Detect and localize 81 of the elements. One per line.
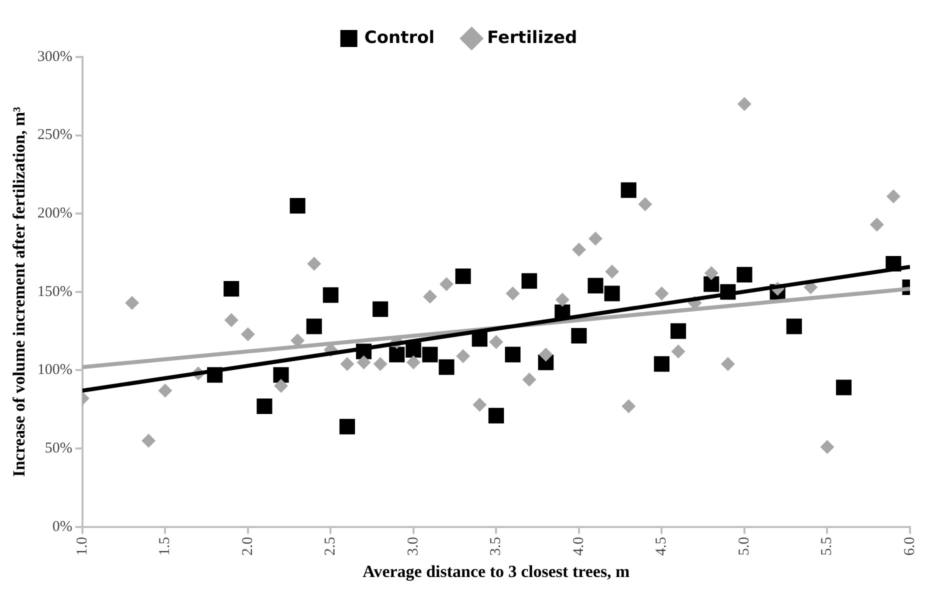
point xyxy=(704,276,720,292)
point xyxy=(306,318,322,334)
x-axis-title: Average distance to 3 closest trees, m xyxy=(362,562,630,582)
point xyxy=(389,346,405,362)
point xyxy=(522,273,538,289)
point xyxy=(886,189,900,204)
point xyxy=(538,348,553,362)
y-tick-label: 100% xyxy=(37,362,72,378)
point xyxy=(372,301,388,317)
point xyxy=(125,296,140,310)
y-tick-label: 50% xyxy=(44,440,72,456)
point xyxy=(588,232,603,246)
point xyxy=(456,349,470,364)
point xyxy=(240,327,255,342)
point xyxy=(274,378,288,393)
x-tick-label: 6.0 xyxy=(902,536,918,556)
point xyxy=(307,256,322,271)
point xyxy=(720,356,735,371)
point xyxy=(737,96,752,111)
point xyxy=(489,335,504,350)
point xyxy=(870,218,884,232)
point xyxy=(622,399,636,414)
x-tick-label: 4.0 xyxy=(570,536,587,556)
point xyxy=(422,290,437,304)
point xyxy=(504,346,521,362)
point xyxy=(158,384,172,398)
point xyxy=(704,266,718,280)
point xyxy=(455,268,471,284)
legend-label: Fertilized xyxy=(487,28,578,48)
legend-label: Control xyxy=(364,28,435,48)
point xyxy=(571,328,587,344)
point xyxy=(339,418,356,434)
point xyxy=(373,356,388,371)
y-tick-label: 0% xyxy=(52,518,72,535)
point xyxy=(736,266,752,282)
point xyxy=(605,264,620,279)
point xyxy=(786,318,802,334)
point xyxy=(256,398,272,414)
point xyxy=(422,346,438,362)
point xyxy=(273,367,289,383)
point xyxy=(572,242,586,257)
point xyxy=(654,356,670,372)
point xyxy=(406,355,420,370)
y-tick-label: 300% xyxy=(37,48,72,65)
point xyxy=(522,372,536,387)
point xyxy=(340,356,354,371)
x-tick-label: 3.0 xyxy=(405,536,422,556)
x-tick-label: 3.5 xyxy=(488,536,504,556)
y-tick-label: 150% xyxy=(37,284,72,300)
point xyxy=(836,380,852,396)
x-tick-label: 5.5 xyxy=(819,536,836,556)
y-axis-title: Increase of volume increment after fertilization, m³ xyxy=(10,106,29,477)
x-tick-label: 2.5 xyxy=(322,536,339,556)
point xyxy=(440,277,454,292)
point xyxy=(356,355,371,370)
point xyxy=(670,323,686,339)
point xyxy=(654,286,669,300)
point xyxy=(224,313,238,328)
y-tick-label: 250% xyxy=(37,127,72,144)
point xyxy=(620,182,636,198)
x-tick-label: 1.0 xyxy=(74,536,90,556)
point xyxy=(555,292,570,307)
point xyxy=(224,281,240,297)
point xyxy=(406,342,422,358)
point xyxy=(472,398,487,412)
point xyxy=(290,198,306,214)
x-tick-label: 1.5 xyxy=(157,536,174,556)
x-tick-label: 4.5 xyxy=(654,536,670,556)
x-tick-label: 2.0 xyxy=(240,536,256,556)
point xyxy=(142,434,156,448)
point xyxy=(638,197,652,212)
y-tick-label: 200% xyxy=(37,206,72,222)
x-tick-label: 5.0 xyxy=(736,536,752,556)
point xyxy=(671,344,686,358)
point xyxy=(438,359,454,375)
point xyxy=(506,286,520,300)
point xyxy=(820,440,834,454)
point xyxy=(588,278,604,294)
point xyxy=(604,286,620,302)
point xyxy=(488,408,504,424)
point xyxy=(322,287,338,303)
